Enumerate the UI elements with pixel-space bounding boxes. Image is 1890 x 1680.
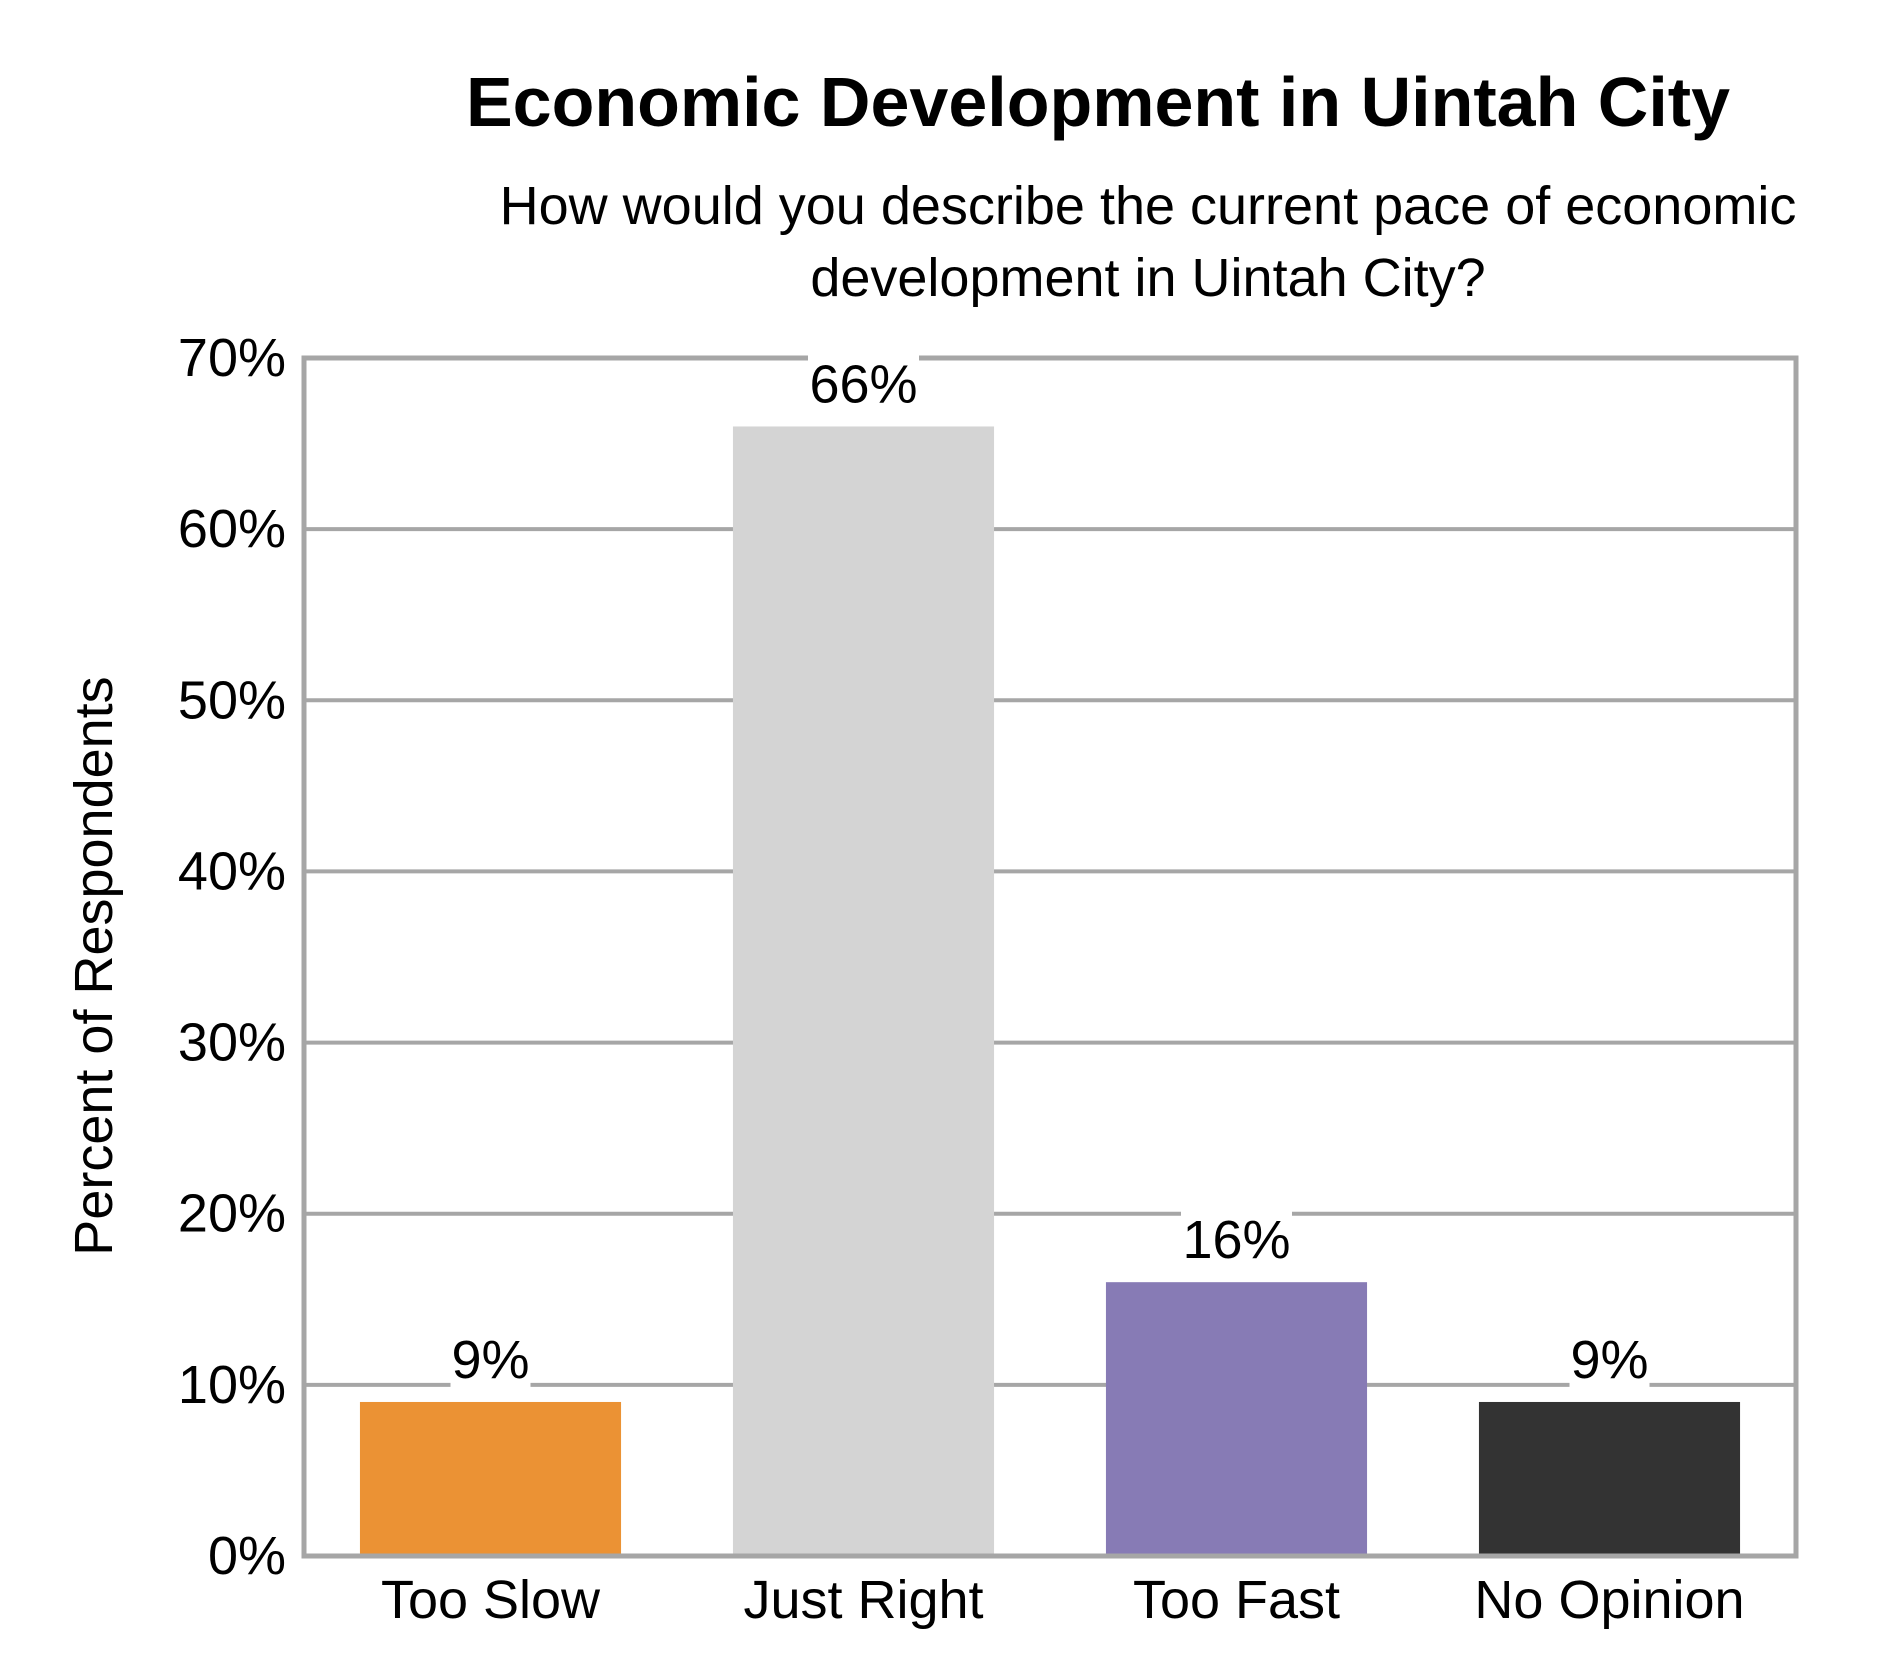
data-label-background bbox=[1569, 1329, 1650, 1390]
x-tick-label: No Opinion bbox=[1474, 1570, 1744, 1630]
data-label: 9% bbox=[1570, 1330, 1648, 1390]
y-tick-label: 30% bbox=[178, 1013, 286, 1073]
y-tick-label: 20% bbox=[178, 1184, 286, 1244]
y-tick-label: 40% bbox=[178, 841, 286, 901]
y-axis-ticks: 0% 10% 20% 30% 40% 50% 60% 70% bbox=[178, 328, 286, 1586]
bar-no-opinion bbox=[1478, 1401, 1741, 1556]
data-label-background bbox=[450, 1329, 531, 1390]
plot-frame bbox=[301, 355, 1799, 1559]
y-tick-label: 50% bbox=[178, 670, 286, 730]
bars bbox=[359, 426, 1741, 1556]
data-label-background bbox=[1181, 1210, 1292, 1271]
chart-title: Economic Development in Uintah City bbox=[465, 63, 1731, 141]
chart-subtitle: How would you describe the current pace … bbox=[499, 176, 1797, 308]
bar-just-right bbox=[732, 426, 995, 1556]
x-tick-label: Too Slow bbox=[381, 1570, 601, 1630]
y-tick-label: 60% bbox=[178, 499, 286, 559]
x-axis-ticks: Too Slow Just Right Too Fast No Opinion bbox=[381, 1570, 1745, 1630]
y-axis-title: Percent of Respondents bbox=[64, 676, 124, 1255]
data-label: 16% bbox=[1182, 1210, 1290, 1270]
y-tick-label: 0% bbox=[208, 1526, 286, 1586]
data-label: 66% bbox=[809, 354, 917, 414]
y-tick-label: 10% bbox=[178, 1355, 286, 1415]
gridlines bbox=[304, 527, 1796, 1387]
x-tick-label: Just Right bbox=[743, 1570, 983, 1630]
bar-too-slow bbox=[359, 1401, 622, 1556]
data-label: 9% bbox=[451, 1330, 529, 1390]
data-label-background bbox=[808, 354, 919, 415]
y-tick-label: 70% bbox=[178, 328, 286, 388]
x-tick-label: Too Fast bbox=[1133, 1570, 1340, 1630]
bar-too-fast bbox=[1105, 1282, 1368, 1556]
data-labels: 9% 66% 16% 9% bbox=[450, 354, 1650, 1390]
